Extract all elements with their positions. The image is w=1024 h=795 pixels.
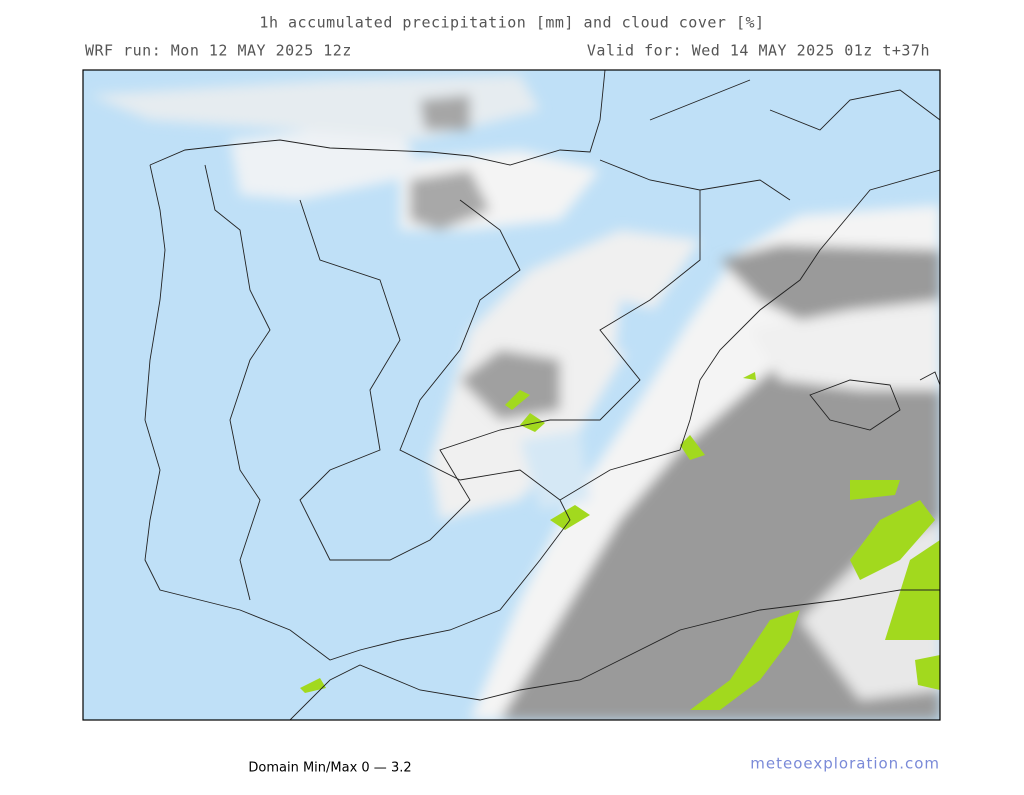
map-frame [82,69,941,721]
borders [144,70,940,720]
domain-minmax: Domain Min/Max 0 — 3.2 [248,761,411,776]
map-area [83,70,940,720]
run-info: WRF run: Mon 12 MAY 2025 12z [85,42,352,60]
cloud-cover [90,75,940,720]
title: 1h accumulated precipitation [mm] and cl… [259,14,764,32]
credit: meteoexploration.com [750,755,940,773]
valid-info: Valid for: Wed 14 MAY 2025 01z t+37h [587,42,930,60]
